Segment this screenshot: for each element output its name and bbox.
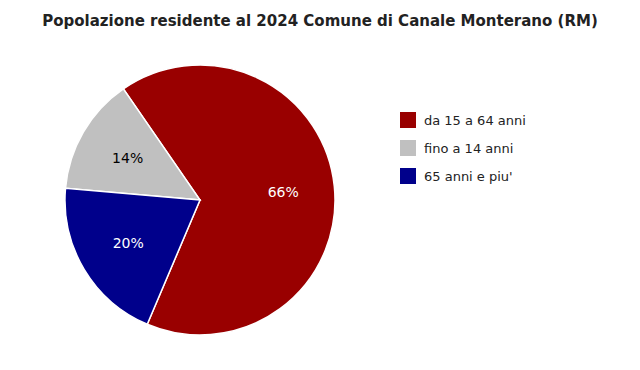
pie	[65, 65, 335, 335]
legend-label: fino a 14 anni	[424, 141, 513, 156]
data-label: 20%	[113, 235, 144, 251]
legend-swatch	[400, 168, 416, 184]
legend-label: da 15 a 64 anni	[424, 113, 526, 128]
data-label: 66%	[268, 184, 299, 200]
data-label: 14%	[112, 150, 143, 166]
legend: da 15 a 64 anni fino a 14 anni 65 anni e p…	[400, 112, 526, 184]
legend-item: 65 anni e piu'	[400, 168, 513, 184]
legend-swatch	[400, 140, 416, 156]
legend-swatch	[400, 112, 416, 128]
pie-slice	[65, 188, 200, 324]
legend-item: da 15 a 64 anni	[400, 112, 526, 128]
legend-item: fino a 14 anni	[400, 140, 513, 156]
title: Popolazione residente al 2024 Comune di …	[42, 12, 598, 30]
pie-slice	[66, 89, 200, 200]
chart: Popolazione residente al 2024 Comune di …	[0, 0, 640, 370]
data-labels: 66% 14% 20%	[112, 150, 299, 251]
legend-label: 65 anni e piu'	[424, 169, 513, 184]
